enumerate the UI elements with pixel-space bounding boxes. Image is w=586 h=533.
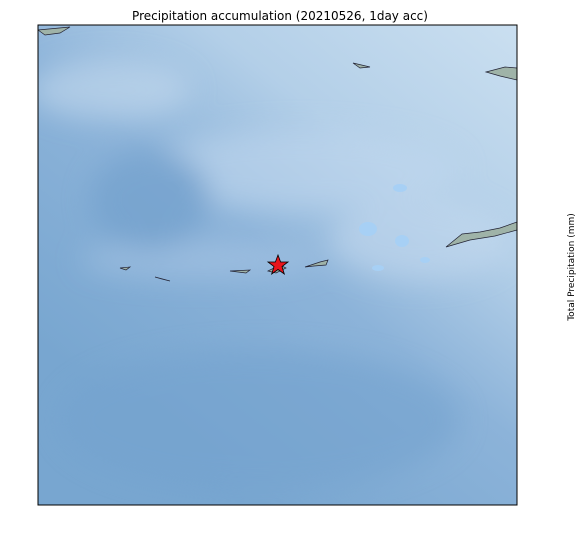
small-precip-cells [359,184,430,271]
map [38,25,517,505]
colorbar-label: Total Precipitation (mm) [567,213,577,322]
precip-texture [38,60,510,490]
epicenter-star [266,253,290,276]
title: Precipitation accumulation (20210526, 1d… [132,9,428,23]
map-frame [37,24,518,506]
